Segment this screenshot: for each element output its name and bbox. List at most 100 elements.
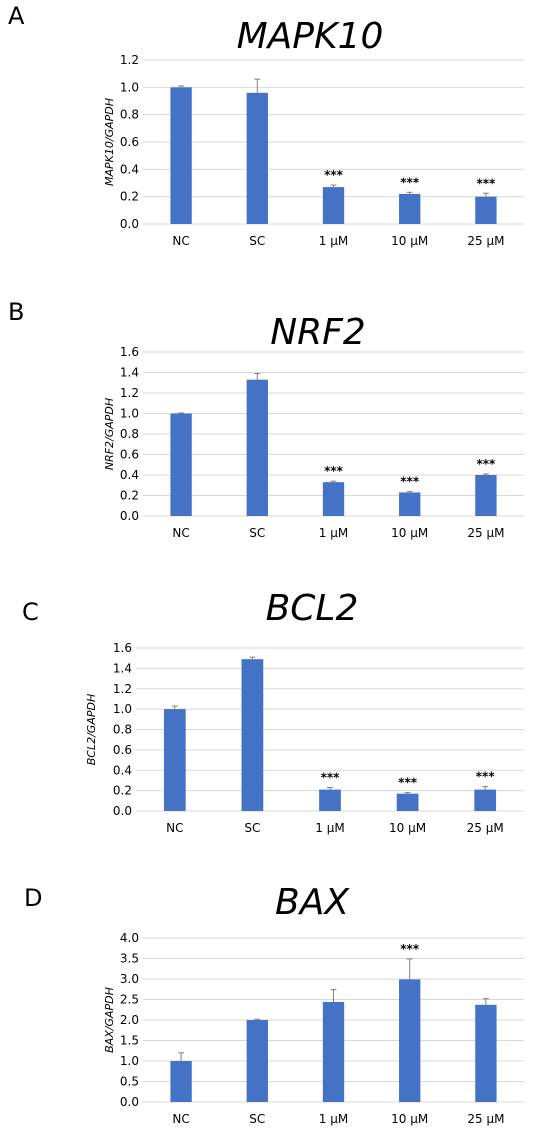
bar	[170, 1061, 192, 1102]
bar	[474, 789, 497, 811]
y-tick-label: 1.6	[113, 641, 132, 655]
y-tick-label: 1.2	[120, 53, 139, 67]
y-tick-label: 0.8	[120, 427, 139, 441]
panel-letter: C	[22, 598, 39, 626]
bar	[241, 659, 264, 811]
y-tick-label: 1.0	[113, 702, 132, 716]
x-category-label: 1 µM	[319, 526, 348, 540]
chart-title: MAPK10	[237, 16, 384, 57]
y-tick-label: 1.2	[113, 682, 132, 696]
y-tick-label: 0.2	[113, 784, 132, 798]
panel-letter: A	[8, 2, 25, 30]
y-tick-label: 0.4	[120, 468, 139, 482]
chart-panel-a: A MAPK10 0.0 0.2 0.4 0.6 0.8 1.0 1.2 MAPK10/GAPDH…	[8, 2, 524, 248]
y-tick-label: 0.5	[120, 1075, 139, 1089]
significance-label: ***	[476, 457, 496, 471]
y-tick-label: 2.0	[120, 1013, 139, 1027]
y-tick-label: 1.0	[120, 407, 139, 421]
chart-panel-d: D BAX 0.0 0.5 1.0 1.5 2.0 2.5 3.0 3.5 4.0 BAX/GAPDH…	[24, 882, 524, 1126]
x-category-label: SC	[249, 234, 265, 248]
chart-title: BCL2	[266, 588, 359, 629]
y-tick-label: 1.4	[113, 661, 132, 675]
y-tick-label: 3.5	[120, 952, 139, 966]
bar	[399, 193, 421, 224]
y-axis-label: BCL2/GAPDH	[85, 694, 98, 765]
y-tick-label: 2.5	[120, 993, 139, 1007]
x-category-label: 10 µM	[391, 1112, 428, 1126]
bar	[399, 492, 421, 516]
chart-panel-b: B NRF2 0.0 0.2 0.4 0.6 0.8 1.0 1.2 1.4 1.6 NRF2/GAP…	[8, 298, 524, 540]
bar	[170, 87, 192, 224]
x-category-label: 25 µM	[467, 821, 504, 835]
y-axis-label: NRF2/GAPDH	[103, 398, 116, 470]
y-tick-label: 1.2	[120, 386, 139, 400]
significance-label: ***	[400, 474, 420, 488]
bar	[322, 187, 345, 224]
y-tick-label: 0.0	[120, 1095, 139, 1109]
x-category-label: NC	[166, 821, 183, 835]
y-tick-label: 0.4	[113, 763, 132, 777]
bar	[246, 92, 268, 224]
x-category-label: NC	[172, 526, 189, 540]
y-axis-label: MAPK10/GAPDH	[103, 98, 116, 186]
x-category-label: 1 µM	[315, 821, 344, 835]
significance-label: ***	[476, 770, 496, 784]
y-tick-label: 1.5	[120, 1034, 139, 1048]
bar	[322, 1001, 345, 1102]
bar	[475, 475, 497, 516]
y-tick-label: 0.6	[120, 448, 139, 462]
y-tick-label: 0.6	[120, 135, 139, 149]
bar	[246, 379, 268, 516]
bar	[475, 1004, 497, 1102]
significance-label: ***	[400, 942, 420, 956]
panel-letter: D	[24, 884, 42, 912]
y-tick-label: 3.0	[120, 972, 139, 986]
panel-letter: B	[8, 298, 24, 326]
chart-title: BAX	[275, 882, 350, 923]
y-tick-label: 0.2	[120, 489, 139, 503]
x-category-label: 25 µM	[467, 234, 504, 248]
y-tick-label: 1.0	[120, 1054, 139, 1068]
y-tick-label: 0.6	[113, 743, 132, 757]
x-category-label: 1 µM	[319, 234, 348, 248]
x-category-label: 25 µM	[467, 1112, 504, 1126]
y-tick-label: 0.4	[120, 162, 139, 176]
x-category-label: NC	[172, 234, 189, 248]
x-category-label: 10 µM	[389, 821, 426, 835]
significance-label: ***	[398, 776, 418, 790]
y-tick-label: 0.8	[113, 723, 132, 737]
y-axis-label: BAX/GAPDH	[103, 987, 116, 1053]
bar	[163, 709, 186, 811]
y-tick-label: 1.6	[120, 345, 139, 359]
significance-label: ***	[321, 771, 341, 785]
x-category-label: SC	[244, 821, 260, 835]
significance-label: ***	[476, 176, 496, 190]
significance-label: ***	[324, 464, 344, 478]
significance-label: ***	[324, 168, 344, 182]
bar	[396, 793, 419, 811]
y-tick-label: 0.0	[113, 804, 132, 818]
significance-label: ***	[400, 175, 420, 189]
y-tick-label: 0.2	[120, 190, 139, 204]
x-category-label: SC	[249, 1112, 265, 1126]
x-category-label: NC	[172, 1112, 189, 1126]
bar	[170, 413, 192, 516]
bar	[322, 482, 345, 516]
x-category-label: 10 µM	[391, 526, 428, 540]
x-category-label: 25 µM	[467, 526, 504, 540]
x-category-label: 10 µM	[391, 234, 428, 248]
y-tick-label: 1.0	[120, 80, 139, 94]
x-category-label: SC	[249, 526, 265, 540]
chart-title: NRF2	[270, 312, 366, 353]
chart-panel-c: C BCL2 0.0 0.2 0.4 0.6 0.8 1.0 1.2 1.4 1.6 BCL2/GAP…	[22, 588, 524, 835]
y-tick-label: 1.4	[120, 366, 139, 380]
x-category-label: 1 µM	[319, 1112, 348, 1126]
bar	[246, 1020, 268, 1102]
y-tick-label: 4.0	[120, 931, 139, 945]
bar	[475, 196, 497, 224]
bar	[319, 789, 341, 811]
y-tick-label: 0.0	[120, 217, 139, 231]
y-tick-label: 0.8	[120, 108, 139, 122]
